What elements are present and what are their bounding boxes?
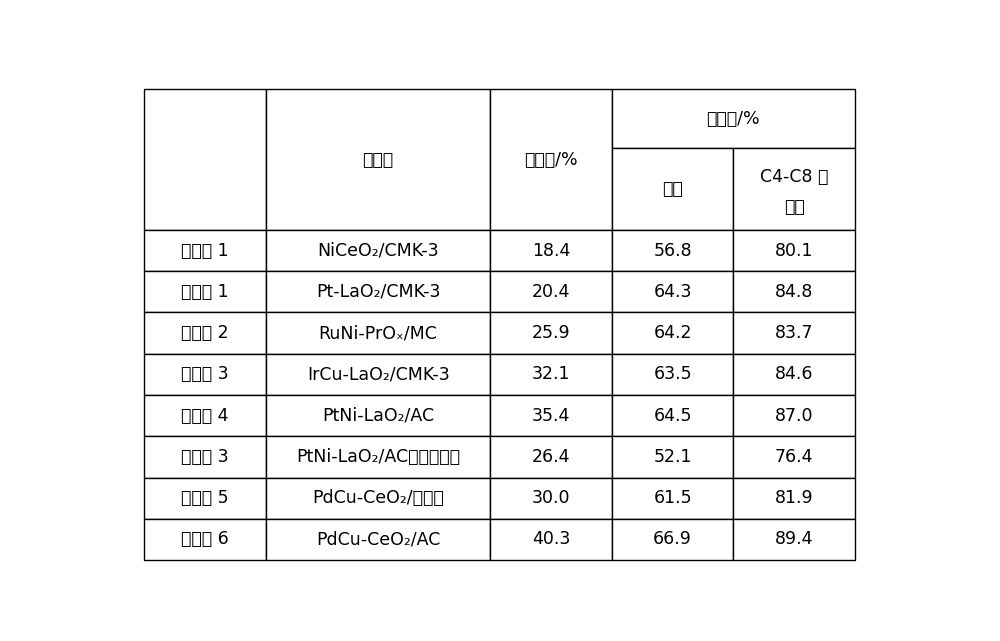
Text: 83.7: 83.7 <box>775 324 813 342</box>
Bar <box>612 148 733 230</box>
Bar <box>490 271 612 312</box>
Bar <box>733 271 855 312</box>
Text: 66.9: 66.9 <box>653 530 692 549</box>
Text: 35.4: 35.4 <box>532 406 570 424</box>
Bar <box>490 89 612 230</box>
Bar <box>266 478 490 519</box>
Bar <box>144 519 266 560</box>
Bar <box>490 437 612 478</box>
Bar <box>733 354 855 395</box>
Bar <box>733 230 855 271</box>
Bar <box>144 271 266 312</box>
Bar <box>266 89 490 230</box>
Text: PtNi-LaO₂/AC（未处理）: PtNi-LaO₂/AC（未处理） <box>296 448 460 466</box>
Bar <box>612 89 855 148</box>
Text: 56.8: 56.8 <box>653 242 692 260</box>
Bar <box>144 230 266 271</box>
Text: 实施例 2: 实施例 2 <box>181 324 229 342</box>
Text: PdCu-CeO₂/AC: PdCu-CeO₂/AC <box>316 530 440 549</box>
Bar <box>266 312 490 354</box>
Text: 81.9: 81.9 <box>775 489 813 507</box>
Text: 实施例 6: 实施例 6 <box>181 530 229 549</box>
Bar <box>490 354 612 395</box>
Bar <box>490 395 612 437</box>
Bar <box>612 230 733 271</box>
Bar <box>490 230 612 271</box>
Text: 丁醇: 丁醇 <box>662 180 683 198</box>
Text: 40.3: 40.3 <box>532 530 570 549</box>
Bar <box>733 395 855 437</box>
Text: 63.5: 63.5 <box>653 365 692 383</box>
Text: 实施例 1: 实施例 1 <box>181 283 229 301</box>
Text: PdCu-CeO₂/石墨烯: PdCu-CeO₂/石墨烯 <box>312 489 444 507</box>
Bar <box>266 354 490 395</box>
Bar <box>733 148 855 230</box>
Bar <box>733 478 855 519</box>
Text: 80.1: 80.1 <box>775 242 813 260</box>
Text: 89.4: 89.4 <box>775 530 813 549</box>
Text: 选择性/%: 选择性/% <box>707 110 760 128</box>
Bar <box>144 478 266 519</box>
Text: 76.4: 76.4 <box>775 448 813 466</box>
Bar <box>612 519 733 560</box>
Bar <box>144 312 266 354</box>
Bar <box>490 519 612 560</box>
Text: IrCu-LaO₂/CMK-3: IrCu-LaO₂/CMK-3 <box>307 365 450 383</box>
Text: 52.1: 52.1 <box>653 448 692 466</box>
Text: 对比例 1: 对比例 1 <box>181 242 229 260</box>
Bar <box>490 478 612 519</box>
Bar <box>733 312 855 354</box>
Text: 61.5: 61.5 <box>653 489 692 507</box>
Bar <box>144 89 266 230</box>
Bar <box>266 395 490 437</box>
Text: 18.4: 18.4 <box>532 242 570 260</box>
Text: 徂化剂: 徂化剂 <box>363 151 394 169</box>
Bar <box>144 354 266 395</box>
Text: RuNi-PrOₓ/MC: RuNi-PrOₓ/MC <box>319 324 438 342</box>
Text: 实施例 3: 实施例 3 <box>181 365 229 383</box>
Bar <box>612 478 733 519</box>
Text: 84.8: 84.8 <box>775 283 813 301</box>
Bar <box>266 519 490 560</box>
Bar <box>266 271 490 312</box>
Text: 实施例 4: 实施例 4 <box>181 406 229 424</box>
Bar <box>266 230 490 271</box>
Text: 30.0: 30.0 <box>532 489 570 507</box>
Text: 32.1: 32.1 <box>532 365 570 383</box>
Text: 转化率/%: 转化率/% <box>524 151 578 169</box>
Text: 碳醇: 碳醇 <box>784 198 804 216</box>
Bar <box>612 271 733 312</box>
Bar <box>490 312 612 354</box>
Text: NiCeO₂/CMK-3: NiCeO₂/CMK-3 <box>317 242 439 260</box>
Bar <box>733 519 855 560</box>
Text: 实施例 5: 实施例 5 <box>181 489 229 507</box>
Bar <box>612 395 733 437</box>
Bar <box>266 437 490 478</box>
Text: 64.5: 64.5 <box>653 406 692 424</box>
Bar <box>612 354 733 395</box>
Text: 84.6: 84.6 <box>775 365 813 383</box>
Text: C4-C8 高: C4-C8 高 <box>760 167 828 186</box>
Bar <box>144 437 266 478</box>
Text: 20.4: 20.4 <box>532 283 570 301</box>
Text: 64.3: 64.3 <box>653 283 692 301</box>
Bar <box>733 437 855 478</box>
Text: Pt-LaO₂/CMK-3: Pt-LaO₂/CMK-3 <box>316 283 440 301</box>
Text: 26.4: 26.4 <box>532 448 570 466</box>
Text: 25.9: 25.9 <box>532 324 570 342</box>
Text: 64.2: 64.2 <box>653 324 692 342</box>
Bar <box>144 395 266 437</box>
Text: PtNi-LaO₂/AC: PtNi-LaO₂/AC <box>322 406 434 424</box>
Bar <box>612 312 733 354</box>
Text: 对比例 3: 对比例 3 <box>181 448 229 466</box>
Text: 87.0: 87.0 <box>775 406 813 424</box>
Bar <box>612 437 733 478</box>
